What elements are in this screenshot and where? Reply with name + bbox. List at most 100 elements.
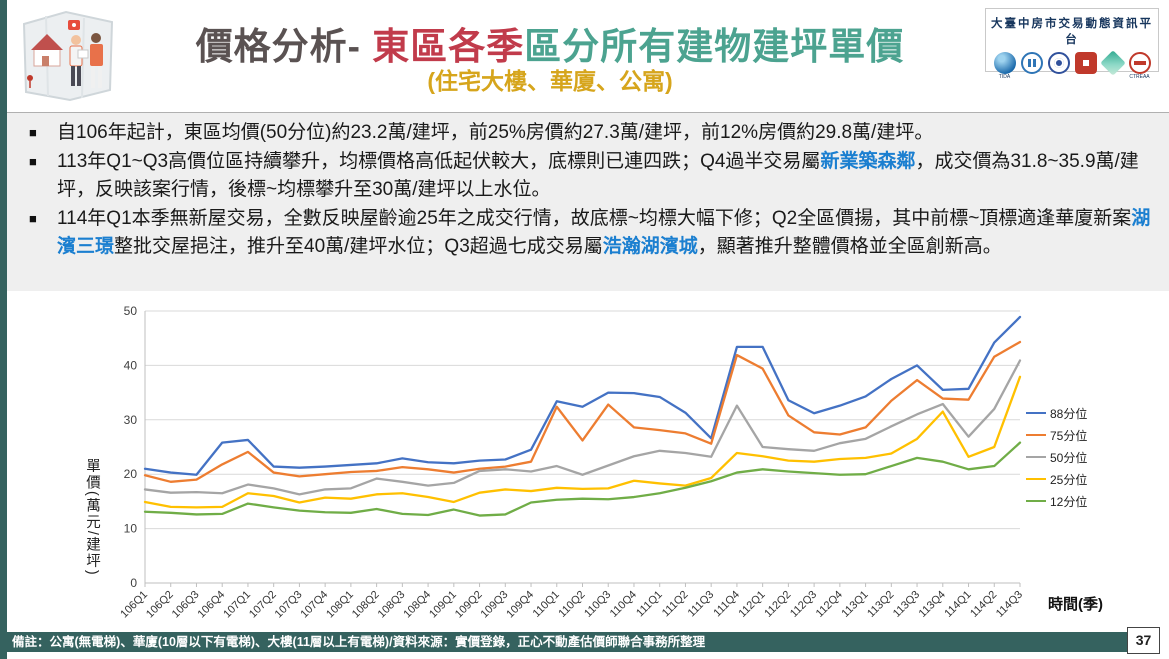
legend-label: 50分位 bbox=[1050, 450, 1088, 465]
bullet-item: ■ 113年Q1~Q3高價位區持續攀升，均標價格高低起伏較大，底標則已連四跌；Q4… bbox=[29, 148, 1157, 204]
legend-label: 88分位 bbox=[1050, 406, 1088, 421]
print-logo-glyph bbox=[1074, 52, 1097, 74]
bullet-text: 114年Q1本季無新屋交易，全數反映屋齡逾25年之成交行情，故底標~均標大幅下修… bbox=[57, 208, 1132, 229]
page-subtitle: (住宅大樓、華廈、公寓) bbox=[427, 68, 673, 94]
svg-text:110Q3: 110Q3 bbox=[582, 589, 613, 620]
svg-text:112Q4: 112Q4 bbox=[814, 589, 845, 620]
svg-text:112Q3: 112Q3 bbox=[788, 589, 819, 620]
tida-logo-caption: TIDA bbox=[998, 74, 1011, 80]
svg-text:113Q1: 113Q1 bbox=[839, 589, 870, 620]
svg-text:110Q4: 110Q4 bbox=[608, 589, 639, 620]
svg-text:107Q2: 107Q2 bbox=[247, 589, 279, 621]
bullet-list: ■ 自106年起計，東區均價(50分位)約23.2萬/建坪，前25%房價約27.3… bbox=[29, 119, 1157, 262]
chart-legend: 88分位 75分位 50分位 25分位 12分位 bbox=[1026, 402, 1087, 512]
buildings-logo bbox=[1020, 52, 1043, 74]
page-number: 37 bbox=[1127, 627, 1160, 654]
legend-line-swatch bbox=[1026, 477, 1046, 481]
svg-text:108Q2: 108Q2 bbox=[350, 589, 382, 621]
platform-name: 大臺中房市交易動態資訊平台 bbox=[991, 18, 1153, 46]
legend-item: 88分位 bbox=[1026, 402, 1087, 424]
svg-text:0: 0 bbox=[130, 576, 137, 590]
svg-text:106Q1: 106Q1 bbox=[118, 589, 150, 621]
legend-line-swatch bbox=[1026, 433, 1046, 437]
svg-text:106Q4: 106Q4 bbox=[195, 589, 227, 621]
legend-label: 75分位 bbox=[1050, 428, 1088, 443]
page-title: 價格分析- 東區各季區分所有建物建坪單價 bbox=[110, 16, 990, 70]
platform-logo-box: 大臺中房市交易動態資訊平台 TIDA CTREAA bbox=[985, 8, 1159, 80]
footer-note: 備註：公寓(無電梯)、華廈(10層以下有電梯)、大樓(11層以上有電梯)/資料來… bbox=[0, 632, 1137, 652]
diamond-logo-glyph bbox=[1099, 50, 1126, 76]
bullet-text: ，成交價為31.8~35.9萬/建坪，反映該案行情，後標~均標攀升至30萬/建坪… bbox=[57, 151, 1139, 200]
svg-text:107Q1: 107Q1 bbox=[221, 589, 253, 621]
legend-label: 25分位 bbox=[1050, 472, 1088, 487]
bullet-text: 113年Q1~Q3高價位區持續攀升，均標價格高低起伏較大，底標則已連四跌；Q4過… bbox=[57, 151, 821, 172]
legend-line-swatch bbox=[1026, 455, 1046, 459]
svg-text:50: 50 bbox=[124, 304, 138, 318]
legend-item: 50分位 bbox=[1026, 446, 1087, 468]
svg-text:106Q2: 106Q2 bbox=[144, 589, 176, 621]
svg-text:110Q2: 110Q2 bbox=[556, 589, 587, 620]
bullet-item: ■ 自106年起計，東區均價(50分位)約23.2萬/建坪，前25%房價約27.3… bbox=[29, 119, 1157, 147]
svg-text:108Q3: 108Q3 bbox=[376, 589, 408, 621]
legend-item: 12分位 bbox=[1026, 490, 1087, 512]
ctreaa-logo-caption: CTREAA bbox=[1129, 74, 1150, 80]
header-divider bbox=[7, 112, 1169, 113]
svg-text:108Q1: 108Q1 bbox=[324, 589, 356, 621]
legend-line-swatch bbox=[1026, 499, 1046, 503]
legend-item: 75分位 bbox=[1026, 424, 1087, 446]
svg-text:30: 30 bbox=[124, 413, 138, 427]
tida-logo-glyph bbox=[993, 52, 1016, 74]
y-axis-title: 單價(萬元/建坪) bbox=[84, 458, 100, 577]
bullet-band bbox=[7, 113, 1169, 291]
project-name-highlight: 湖濱三璟 bbox=[57, 208, 1151, 257]
svg-text:111Q3: 111Q3 bbox=[686, 589, 717, 620]
svg-text:114Q3: 114Q3 bbox=[994, 589, 1025, 620]
legend-line-swatch bbox=[1026, 411, 1046, 415]
svg-text:113Q3: 113Q3 bbox=[891, 589, 922, 620]
ctreaa-logo-glyph bbox=[1128, 52, 1151, 74]
print-logo bbox=[1074, 52, 1097, 74]
legend-label: 12分位 bbox=[1050, 494, 1088, 509]
title-district: 東區各季 bbox=[372, 26, 525, 67]
svg-text:109Q1: 109Q1 bbox=[427, 589, 459, 621]
svg-text:110Q1: 110Q1 bbox=[531, 589, 562, 620]
svg-text:111Q2: 111Q2 bbox=[660, 589, 691, 620]
svg-text:108Q4: 108Q4 bbox=[401, 589, 433, 621]
bullet-text: 整批交屋挹注，推升至40萬/建坪水位；Q3超過七成交易屬 bbox=[114, 236, 603, 257]
svg-text:40: 40 bbox=[124, 358, 138, 372]
svg-text:113Q4: 113Q4 bbox=[917, 589, 948, 620]
bullet-marker: ■ bbox=[29, 125, 37, 140]
svg-text:114Q1: 114Q1 bbox=[942, 589, 973, 620]
svg-text:107Q3: 107Q3 bbox=[273, 589, 305, 621]
title-subject: 區分所有建物建坪單價 bbox=[524, 26, 905, 67]
buildings-logo-glyph bbox=[1020, 52, 1043, 74]
svg-text:112Q1: 112Q1 bbox=[737, 589, 768, 620]
logo-row: TIDA CTREAA bbox=[986, 50, 1158, 80]
project-name-highlight: 新業築森鄰 bbox=[820, 151, 916, 172]
header-illustration bbox=[22, 10, 114, 102]
title-prefix: 價格分析- bbox=[195, 26, 373, 67]
tida-logo: TIDA bbox=[993, 52, 1016, 80]
svg-text:109Q3: 109Q3 bbox=[479, 589, 511, 621]
bullet-item: ■ 114年Q1本季無新屋交易，全數反映屋齡逾25年之成交行情，故底標~均標大幅下… bbox=[29, 205, 1157, 261]
emblem-logo bbox=[1047, 52, 1070, 74]
svg-text:113Q2: 113Q2 bbox=[865, 589, 896, 620]
price-chart: 01020304050106Q1106Q2106Q3106Q4107Q1107Q… bbox=[118, 304, 1025, 621]
bullet-marker: ■ bbox=[29, 211, 37, 226]
svg-text:10: 10 bbox=[124, 522, 138, 536]
left-edge-strip bbox=[0, 0, 7, 659]
svg-text:114Q2: 114Q2 bbox=[968, 589, 999, 620]
svg-text:20: 20 bbox=[124, 467, 138, 481]
svg-text:112Q2: 112Q2 bbox=[762, 589, 793, 620]
svg-text:107Q4: 107Q4 bbox=[298, 589, 330, 621]
svg-text:106Q3: 106Q3 bbox=[170, 589, 202, 621]
project-name-highlight: 浩瀚湖濱城 bbox=[602, 236, 698, 257]
svg-text:111Q1: 111Q1 bbox=[634, 589, 665, 620]
svg-text:109Q4: 109Q4 bbox=[504, 589, 536, 621]
svg-text:109Q2: 109Q2 bbox=[453, 589, 485, 621]
svg-text:111Q4: 111Q4 bbox=[711, 589, 742, 620]
legend-item: 25分位 bbox=[1026, 468, 1087, 490]
diamond-logo bbox=[1099, 50, 1126, 76]
bullet-marker: ■ bbox=[29, 154, 37, 169]
